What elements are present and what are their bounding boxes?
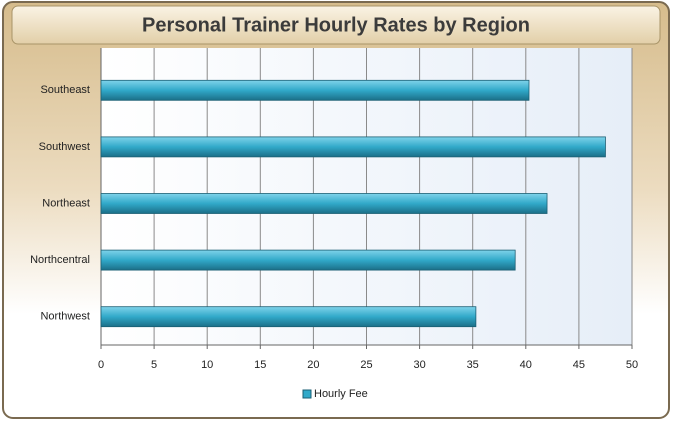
bar (100, 193, 548, 214)
x-tick-label: 15 (254, 359, 266, 371)
chart-title: Personal Trainer Hourly Rates by Region (142, 14, 530, 36)
x-tick-label: 10 (201, 359, 213, 371)
x-tick-label: 25 (360, 359, 372, 371)
legend-label: Hourly Fee (314, 388, 368, 400)
x-tick-label: 0 (98, 359, 104, 371)
x-tick-label: 20 (307, 359, 319, 371)
x-tick-label: 5 (151, 359, 157, 371)
legend-swatch (302, 389, 312, 399)
x-tick-label: 30 (413, 359, 425, 371)
x-tick-label: 50 (626, 359, 638, 371)
title-box (11, 5, 661, 45)
y-tick-label: Northcentral (30, 254, 90, 266)
bar (100, 136, 606, 158)
bar (100, 306, 477, 328)
y-tick-label: Northwest (40, 311, 90, 323)
x-tick-label: 40 (520, 359, 532, 371)
bar (100, 79, 530, 101)
y-tick-label: Northeast (42, 197, 90, 209)
x-tick-label: 35 (467, 359, 479, 371)
y-tick-label: Southeast (40, 84, 90, 96)
y-tick-label: Southwest (39, 141, 90, 153)
bar (100, 249, 516, 271)
x-tick-label: 45 (573, 359, 585, 371)
